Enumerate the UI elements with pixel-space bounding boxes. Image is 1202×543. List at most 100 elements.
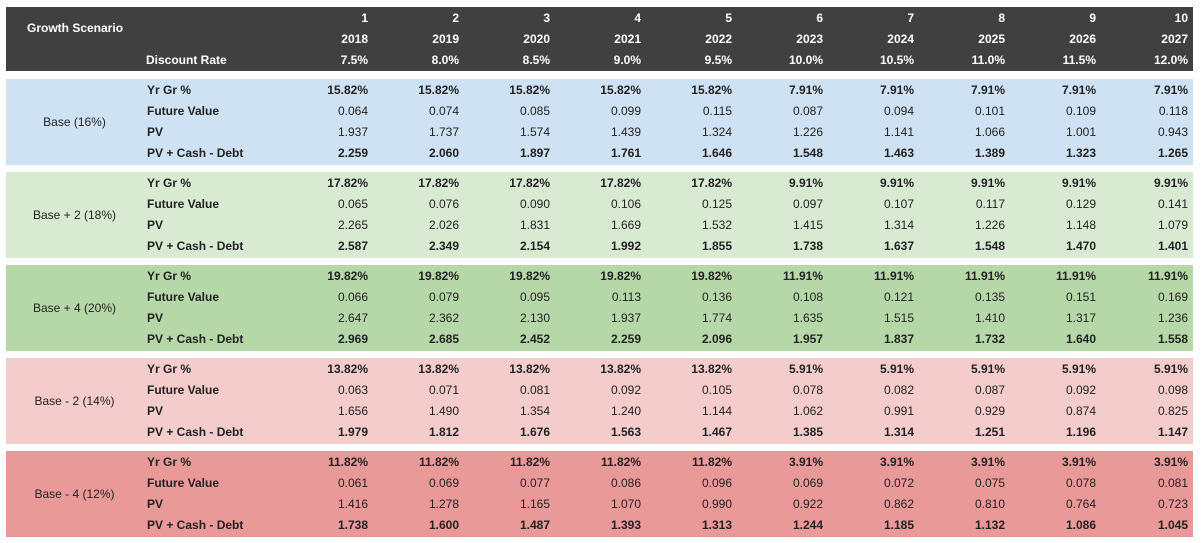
future-value-cell: 0.066 — [337, 290, 368, 304]
yr-gr-row: Yr Gr % 11.82% 11.82% 11.82% 11.82% 11.82% 3.9… — [6, 451, 1193, 472]
pv-cell: 2.647 — [337, 311, 368, 325]
period-number-cell: 9 — [1089, 11, 1096, 25]
yr-gr-cell: 5.91% — [788, 362, 823, 376]
yr-gr-cell: 13.82% — [418, 362, 459, 376]
pv-cell: 1.144 — [701, 404, 732, 418]
pv-cash-debt-cell: 1.086 — [1065, 518, 1096, 532]
period-number-cell: 7 — [907, 11, 914, 25]
pv-cash-debt-cell: 1.470 — [1065, 239, 1096, 253]
discount-rate-cell: 10.0% — [788, 53, 823, 67]
future-value-cell: 0.074 — [428, 104, 459, 118]
row-label: PV + Cash - Debt — [147, 146, 244, 160]
yr-gr-cell: 11.91% — [873, 269, 914, 283]
year-cell: 2024 — [887, 32, 914, 46]
pv-cell: 1.066 — [974, 125, 1005, 139]
discount-rate-cell: 10.5% — [879, 53, 914, 67]
row-label: PV + Cash - Debt — [147, 425, 244, 439]
row-label: PV — [147, 125, 164, 139]
pv-cash-debt-cell: 1.314 — [883, 425, 914, 439]
pv-cash-debt-cell: 2.969 — [337, 332, 368, 346]
pv-cash-debt-cell: 1.992 — [610, 239, 641, 253]
pv-cell: 2.362 — [428, 311, 459, 325]
future-value-cell: 0.063 — [337, 383, 368, 397]
year-cell: 2023 — [796, 32, 823, 46]
future-value-cell: 0.097 — [792, 197, 823, 211]
future-value-cell: 0.136 — [701, 290, 732, 304]
future-value-cell: 0.087 — [792, 104, 823, 118]
pv-cash-debt-cell: 1.640 — [1065, 332, 1096, 346]
pv-cash-debt-cell: 1.738 — [337, 518, 368, 532]
future-value-cell: 0.086 — [610, 476, 641, 490]
future-value-cell: 0.129 — [1065, 197, 1096, 211]
period-number-cell: 5 — [725, 11, 732, 25]
yr-gr-cell: 15.82% — [327, 83, 368, 97]
pv-cash-debt-cell: 1.637 — [883, 239, 914, 253]
pv-cell: 1.415 — [792, 218, 823, 232]
future-value-cell: 0.071 — [428, 383, 459, 397]
pv-cash-debt-cell: 1.855 — [701, 239, 732, 253]
future-value-cell: 0.081 — [1157, 476, 1188, 490]
pv-cell: 1.490 — [428, 404, 459, 418]
pv-cash-debt-row: PV + Cash - Debt 1.979 1.812 1.676 1.563 1.46… — [6, 421, 1193, 442]
yr-gr-cell: 7.91% — [788, 83, 823, 97]
future-value-cell: 0.061 — [337, 476, 368, 490]
growth-scenario-heading: Growth Scenario — [27, 21, 124, 35]
yr-gr-cell: 9.91% — [1153, 176, 1188, 190]
future-value-cell: 0.099 — [610, 104, 641, 118]
pv-cell: 1.070 — [610, 497, 641, 511]
pv-cell: 1.774 — [701, 311, 732, 325]
pv-cash-debt-cell: 1.389 — [974, 146, 1005, 160]
future-value-cell: 0.106 — [610, 197, 641, 211]
period-number-cell: 1 — [361, 11, 368, 25]
future-value-cell: 0.121 — [883, 290, 914, 304]
row-label: Future Value — [147, 197, 220, 211]
future-value-cell: 0.064 — [337, 104, 368, 118]
future-value-cell: 0.072 — [883, 476, 914, 490]
yr-gr-cell: 13.82% — [509, 362, 550, 376]
pv-cash-debt-cell: 1.812 — [428, 425, 459, 439]
pv-cell: 0.922 — [792, 497, 823, 511]
future-value-cell: 0.077 — [519, 476, 550, 490]
future-value-cell: 0.108 — [792, 290, 823, 304]
discount-rate-cell: 7.5% — [340, 53, 368, 67]
future-value-cell: 0.092 — [610, 383, 641, 397]
future-value-cell: 0.085 — [519, 104, 550, 118]
yr-gr-cell: 19.82% — [600, 269, 641, 283]
pv-cell: 1.062 — [792, 404, 823, 418]
pv-cash-debt-cell: 2.060 — [428, 146, 459, 160]
yr-gr-cell: 17.82% — [327, 176, 368, 190]
yr-gr-cell: 11.82% — [600, 455, 641, 469]
year-cell: 2021 — [614, 32, 641, 46]
pv-cash-debt-cell: 1.761 — [610, 146, 641, 160]
pv-cell: 1.079 — [1157, 218, 1188, 232]
pv-cell: 0.874 — [1065, 404, 1096, 418]
discount-rate-cell: 9.5% — [704, 53, 732, 67]
pv-cash-debt-cell: 1.251 — [974, 425, 1005, 439]
discount-rate-cell: 8.0% — [431, 53, 459, 67]
yr-gr-row: Yr Gr % 13.82% 13.82% 13.82% 13.82% 13.82% 5.9… — [6, 358, 1193, 379]
yr-gr-cell: 5.91% — [970, 362, 1005, 376]
pv-cell: 1.669 — [610, 218, 641, 232]
pv-cell: 1.001 — [1065, 125, 1096, 139]
pv-cell: 0.991 — [883, 404, 914, 418]
future-value-cell: 0.069 — [792, 476, 823, 490]
scenario-name: Base (16%) — [43, 115, 106, 129]
scenario-block: Base (16%) Yr Gr % 15.82% 15.82% 15.82% 15.82… — [6, 79, 1193, 165]
future-value-cell: 0.141 — [1157, 197, 1188, 211]
period-number-cell: 10 — [1174, 11, 1188, 25]
scenario-block: Base - 2 (14%) Yr Gr % 13.82% 13.82% 13.82% 1… — [6, 358, 1193, 444]
pv-cash-debt-cell: 1.265 — [1157, 146, 1188, 160]
yr-gr-cell: 11.91% — [964, 269, 1005, 283]
pv-cash-debt-cell: 1.563 — [610, 425, 641, 439]
yr-gr-cell: 11.82% — [418, 455, 459, 469]
pv-cash-debt-cell: 1.548 — [974, 239, 1005, 253]
pv-cell: 2.026 — [428, 218, 459, 232]
future-value-cell: 0.096 — [701, 476, 732, 490]
future-value-cell: 0.082 — [883, 383, 914, 397]
yr-gr-cell: 11.91% — [1055, 269, 1096, 283]
pv-cash-debt-cell: 1.401 — [1157, 239, 1188, 253]
pv-cell: 1.240 — [610, 404, 641, 418]
future-value-cell: 0.078 — [792, 383, 823, 397]
yr-gr-cell: 11.82% — [691, 455, 732, 469]
